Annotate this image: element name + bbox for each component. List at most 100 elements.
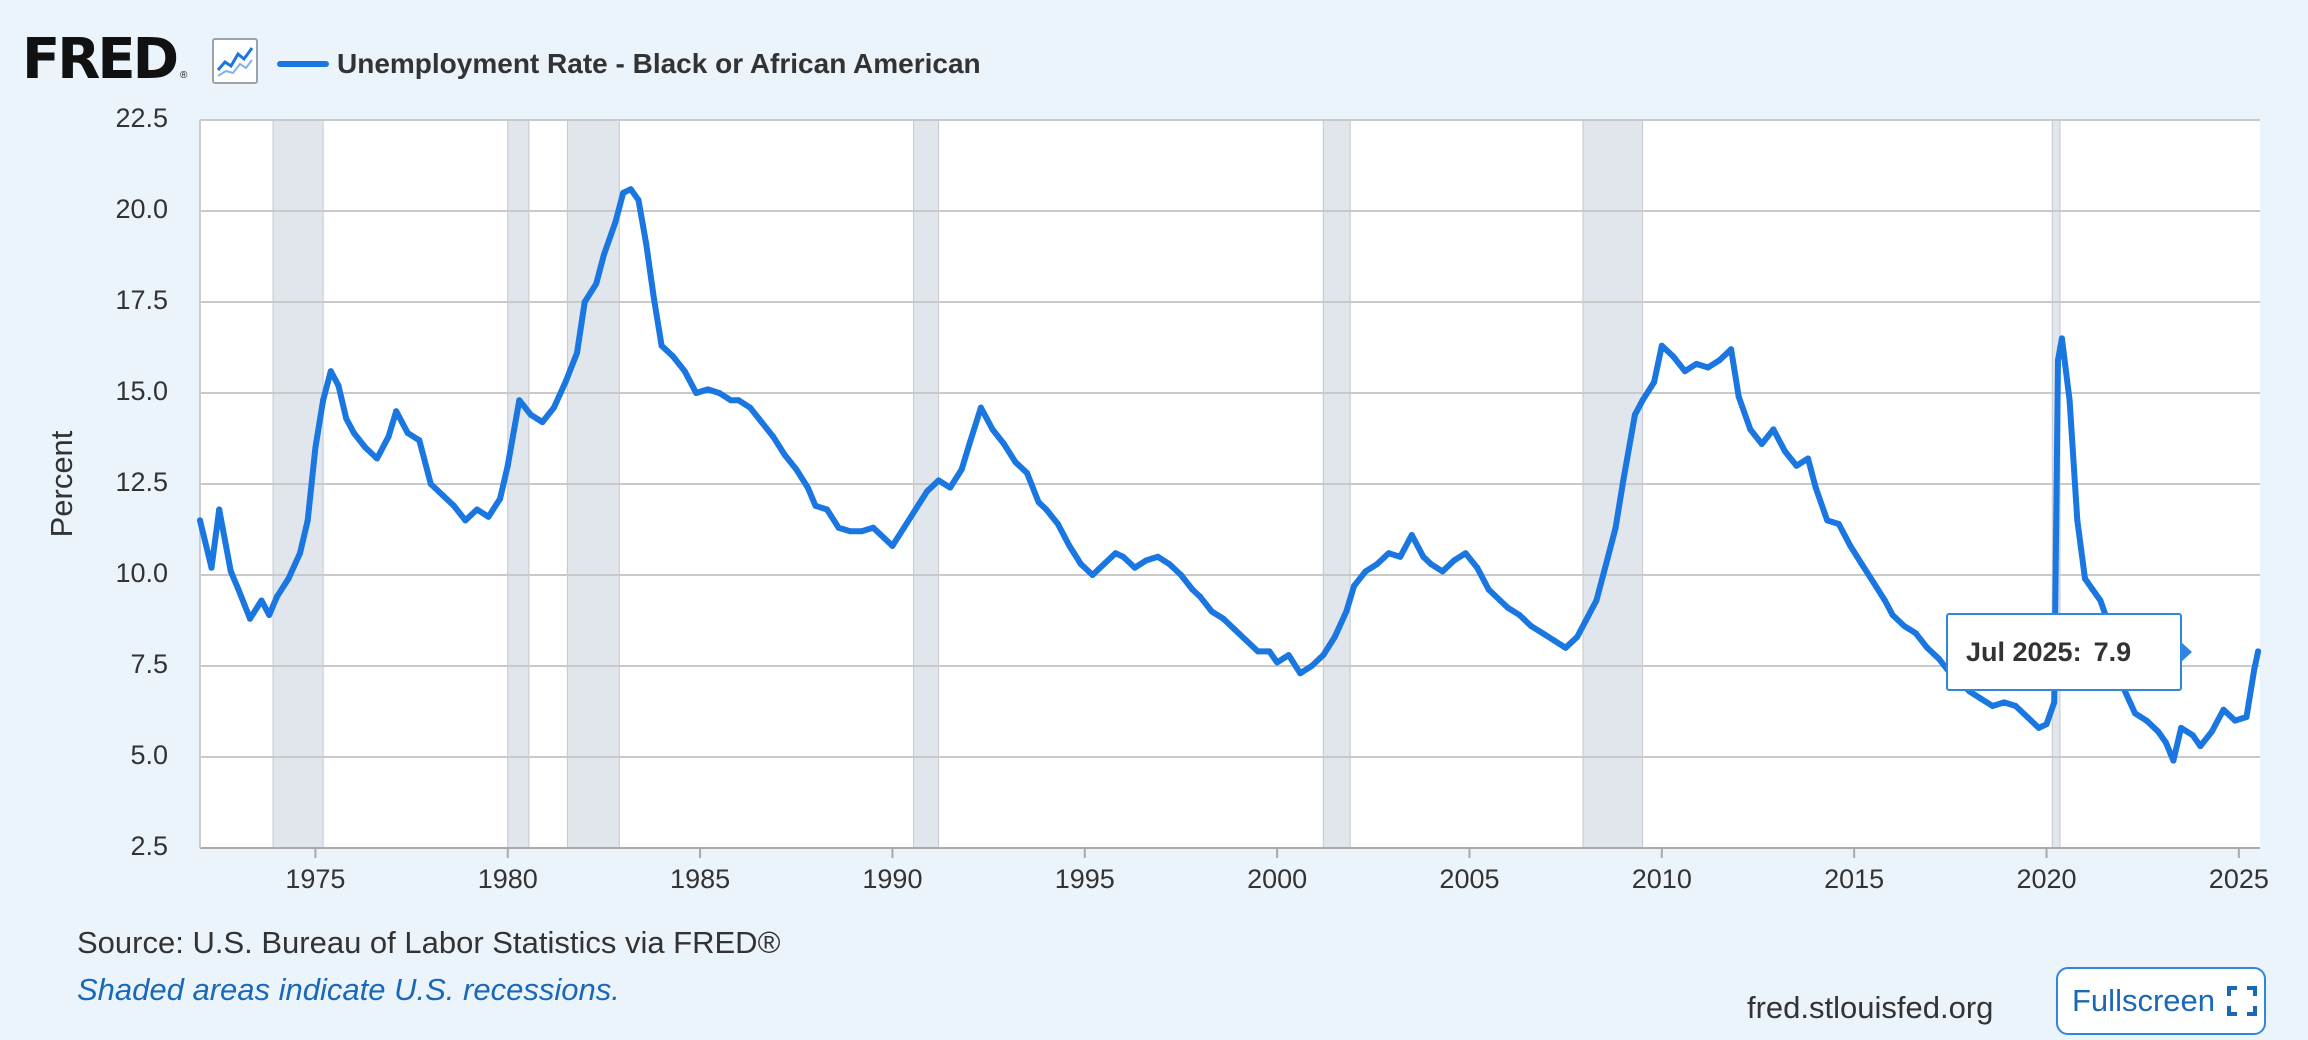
- x-tick-label: 2000: [1247, 864, 1307, 894]
- data-point: [2097, 597, 2104, 604]
- data-point: [297, 550, 303, 557]
- data-point: [1497, 597, 1504, 604]
- data-tooltip: Jul 2025: 7.9: [1946, 613, 2182, 691]
- data-point: [1605, 553, 1611, 560]
- data-point: [2155, 728, 2162, 735]
- legend-swatch: [277, 61, 329, 67]
- data-point: [2220, 706, 2227, 713]
- data-point: [966, 441, 973, 447]
- data-point: [1651, 379, 1658, 386]
- data-point: [989, 426, 996, 433]
- data-point: [1351, 582, 1358, 589]
- data-point: [824, 506, 830, 513]
- data-point: [1612, 524, 1619, 531]
- data-point: [1574, 633, 1581, 640]
- data-point: [1266, 648, 1273, 655]
- x-tick-label: 2010: [1632, 864, 1692, 894]
- data-point: [1924, 644, 1931, 651]
- y-tick-label: 5.0: [130, 740, 168, 770]
- data-point: [1758, 441, 1765, 447]
- data-point: [870, 524, 877, 531]
- data-point: [735, 397, 742, 404]
- data-point: [1274, 659, 1281, 666]
- data-point: [2197, 743, 2204, 750]
- data-point: [593, 280, 600, 287]
- data-point: [1001, 441, 1007, 447]
- data-point: [266, 612, 273, 618]
- data-point: [858, 528, 865, 535]
- x-axis-ticks: 1975 1980 1985 1990 1995 2000 2005 2010 2015 2020…: [285, 848, 2269, 894]
- data-point: [1620, 477, 1627, 484]
- data-point: [693, 390, 700, 396]
- x-tick-label: 1995: [1055, 864, 1115, 894]
- y-tick-label: 20.0: [115, 194, 168, 224]
- data-point: [335, 382, 342, 389]
- data-point: [1793, 462, 1800, 469]
- data-point: [1089, 572, 1096, 578]
- data-point: [1705, 364, 1711, 371]
- data-point: [1539, 630, 1546, 637]
- data-point: [1870, 579, 1877, 586]
- data-point: [1581, 619, 1588, 626]
- data-point: [574, 350, 580, 356]
- data-point: [1112, 550, 1119, 557]
- data-point: [847, 528, 854, 535]
- x-tick-label: 1985: [670, 864, 730, 894]
- data-point: [627, 186, 634, 193]
- data-point: [1297, 670, 1304, 677]
- data-point: [550, 404, 557, 411]
- source-name[interactable]: U.S. Bureau of Labor Statistics via FRED…: [192, 925, 781, 960]
- line-graph-icon[interactable]: [212, 38, 258, 84]
- data-point: [1231, 626, 1238, 633]
- data-point: [1824, 517, 1831, 524]
- x-tick-label: 2015: [1824, 864, 1884, 894]
- y-tick-label: 10.0: [115, 558, 168, 588]
- data-point: [1889, 612, 1896, 618]
- data-point: [258, 597, 265, 604]
- data-point: [1747, 426, 1754, 433]
- data-point: [1935, 655, 1942, 662]
- data-point: [2012, 703, 2019, 709]
- recession-note: Shaded areas indicate U.S. recessions.: [77, 972, 620, 1007]
- site-link[interactable]: fred.stlouisfed.org: [1747, 990, 1994, 1025]
- data-point: [439, 491, 446, 498]
- data-point: [1254, 648, 1261, 655]
- data-point: [650, 295, 657, 302]
- y-tick-label: 12.5: [115, 467, 168, 497]
- data-point: [2170, 757, 2177, 764]
- data-point: [658, 342, 665, 349]
- data-point: [681, 368, 688, 375]
- data-point: [1658, 342, 1665, 349]
- y-tick-label: 17.5: [115, 285, 168, 315]
- x-tick-label: 2025: [2209, 864, 2269, 894]
- data-point: [958, 466, 965, 473]
- data-point: [770, 433, 777, 440]
- data-point: [2251, 666, 2258, 673]
- data-point: [747, 404, 754, 411]
- fullscreen-button[interactable]: Fullscreen: [2056, 967, 2266, 1035]
- fred-logo[interactable]: FRED: [22, 27, 179, 92]
- line-chart[interactable]: 2.55.07.510.012.515.017.520.022.5 1975 19…: [0, 0, 2308, 900]
- y-tick-label: 2.5: [130, 831, 168, 861]
- data-point: [1385, 550, 1392, 557]
- data-point: [2243, 714, 2250, 720]
- data-point: [600, 251, 607, 258]
- data-point: [1693, 360, 1700, 367]
- data-point: [643, 240, 650, 247]
- gridlines: [199, 119, 2260, 849]
- data-point: [704, 386, 711, 393]
- data-point: [912, 506, 919, 513]
- data-point: [516, 397, 523, 404]
- data-point: [1781, 448, 1788, 455]
- data-point: [1847, 542, 1854, 549]
- data-point: [1054, 521, 1061, 527]
- data-point: [227, 568, 234, 575]
- data-point: [2132, 710, 2138, 717]
- data-point: [1178, 572, 1184, 578]
- data-point: [1639, 397, 1646, 404]
- data-point: [889, 542, 896, 549]
- y-tick-label: 22.5: [115, 103, 168, 133]
- data-point: [1189, 586, 1196, 593]
- y-axis-ticks: 2.5 5.0 7.5 10.0 12.5 15.0 17.5 20.0 22.5: [115, 103, 168, 861]
